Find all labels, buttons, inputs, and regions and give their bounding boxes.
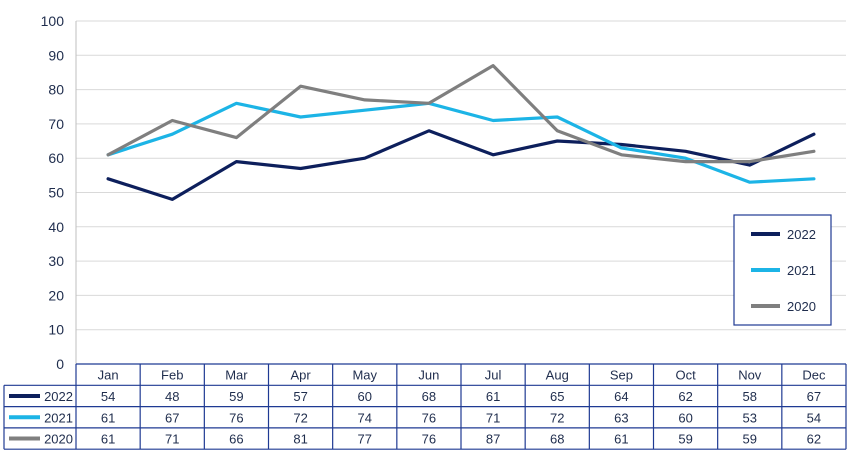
legend-label: 2020 — [787, 299, 816, 314]
data-label: 48 — [165, 389, 179, 404]
data-label: 53 — [743, 410, 757, 425]
data-label: 71 — [165, 432, 179, 447]
series-lines — [106, 63, 816, 201]
series-line-2020 — [106, 63, 816, 164]
x-tick-label: Jul — [485, 368, 502, 383]
x-tick-label: Dec — [802, 368, 826, 383]
data-label: 65 — [550, 389, 564, 404]
data-label: 57 — [293, 389, 307, 404]
data-label: 61 — [101, 410, 115, 425]
data-label: 77 — [358, 432, 372, 447]
data-label: 68 — [550, 432, 564, 447]
data-label: 71 — [486, 410, 500, 425]
data-label: 76 — [422, 410, 436, 425]
x-tick-label: May — [352, 368, 377, 383]
legend-label: 2022 — [787, 227, 816, 242]
y-tick-label: 0 — [56, 356, 64, 372]
data-label: 61 — [614, 432, 628, 447]
x-tick-label: Jun — [418, 368, 439, 383]
data-label: 60 — [358, 389, 372, 404]
y-tick-label: 50 — [48, 185, 64, 201]
table-series-label: 2020 — [44, 432, 73, 447]
x-tick-label: Mar — [225, 368, 248, 383]
data-label: 63 — [614, 410, 628, 425]
data-label: 66 — [229, 432, 243, 447]
x-tick-label: Sep — [610, 368, 633, 383]
y-tick-label: 90 — [48, 47, 64, 63]
data-table: Jan Feb Mar Apr May Jun Jul Aug Sep Oct Nov Dec 2022… — [3, 363, 847, 450]
data-label: 72 — [550, 410, 564, 425]
data-label: 61 — [486, 389, 500, 404]
data-label: 64 — [614, 389, 628, 404]
legend: 2022 2021 2020 — [733, 214, 832, 326]
axes: 0 10 20 30 40 50 60 70 80 90 100 — [41, 13, 77, 372]
data-label: 54 — [101, 389, 115, 404]
y-tick-label: 100 — [41, 13, 65, 29]
data-label: 81 — [293, 432, 307, 447]
x-tick-label: Aug — [546, 368, 569, 383]
table-series-label: 2022 — [44, 389, 73, 404]
y-tick-label: 40 — [48, 219, 64, 235]
series-line-2022 — [106, 129, 816, 201]
table-series-label: 2021 — [44, 410, 73, 425]
y-tick-label: 80 — [48, 82, 64, 98]
y-tick-label: 20 — [48, 287, 64, 303]
data-label: 62 — [678, 389, 692, 404]
data-label: 87 — [486, 432, 500, 447]
data-label: 59 — [743, 432, 757, 447]
data-label: 76 — [229, 410, 243, 425]
data-label: 54 — [807, 410, 821, 425]
data-label: 67 — [165, 410, 179, 425]
data-label: 67 — [807, 389, 821, 404]
x-tick-label: Jan — [98, 368, 119, 383]
y-tick-label: 60 — [48, 150, 64, 166]
data-label: 59 — [678, 432, 692, 447]
data-label: 72 — [293, 410, 307, 425]
x-tick-label: Oct — [675, 368, 696, 383]
gridlines — [76, 20, 846, 331]
legend-label: 2021 — [787, 263, 816, 278]
data-label: 68 — [422, 389, 436, 404]
x-tick-label: Feb — [161, 368, 183, 383]
y-tick-label: 70 — [48, 116, 64, 132]
x-tick-label: Nov — [738, 368, 762, 383]
data-label: 74 — [358, 410, 372, 425]
data-label: 61 — [101, 432, 115, 447]
legend-box — [733, 214, 832, 326]
data-label: 60 — [678, 410, 692, 425]
y-tick-label: 10 — [48, 322, 64, 338]
x-tick-label: Apr — [290, 368, 311, 383]
data-label: 76 — [422, 432, 436, 447]
data-label: 59 — [229, 389, 243, 404]
data-label: 58 — [743, 389, 757, 404]
data-label: 62 — [807, 432, 821, 447]
y-tick-label: 30 — [48, 253, 64, 269]
